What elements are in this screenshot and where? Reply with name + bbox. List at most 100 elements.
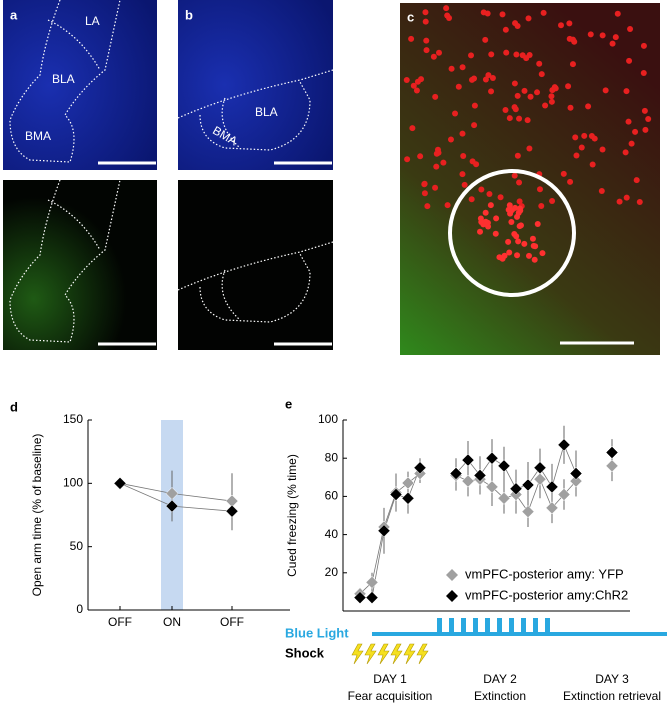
cell bbox=[488, 88, 495, 95]
cell bbox=[421, 181, 428, 188]
marker bbox=[485, 480, 499, 494]
cell bbox=[506, 202, 513, 209]
cell bbox=[578, 144, 585, 151]
cell bbox=[421, 190, 428, 197]
outline bbox=[9, 179, 121, 343]
cell bbox=[444, 202, 451, 209]
cell bbox=[523, 55, 530, 62]
cell bbox=[499, 11, 506, 18]
cell bbox=[423, 47, 430, 54]
cell bbox=[527, 93, 534, 100]
light-pulse bbox=[545, 618, 550, 634]
cell bbox=[531, 256, 538, 263]
cell bbox=[496, 254, 503, 261]
x-tick-label: ON bbox=[163, 615, 181, 629]
cell bbox=[404, 156, 411, 163]
cell bbox=[612, 34, 619, 41]
marker bbox=[473, 469, 487, 482]
panel-label: c bbox=[407, 9, 414, 24]
light-pulse bbox=[509, 618, 514, 634]
cell bbox=[538, 71, 545, 78]
cell bbox=[609, 40, 616, 47]
marker bbox=[165, 487, 179, 500]
cell bbox=[573, 152, 580, 159]
marker bbox=[389, 488, 403, 501]
cell bbox=[506, 115, 513, 122]
bolt bbox=[390, 643, 403, 665]
cell bbox=[432, 184, 439, 191]
cell bbox=[471, 75, 478, 82]
cell bbox=[502, 26, 509, 33]
cell bbox=[477, 228, 484, 235]
cell bbox=[469, 158, 476, 165]
cell bbox=[516, 198, 523, 205]
cell bbox=[599, 146, 606, 153]
cell bbox=[471, 122, 478, 129]
marker bbox=[113, 476, 127, 490]
cell bbox=[434, 146, 441, 153]
cell bbox=[532, 243, 539, 250]
x-tick-label: OFF bbox=[220, 615, 244, 629]
cell bbox=[482, 209, 489, 216]
cell bbox=[626, 57, 633, 64]
cell bbox=[536, 60, 543, 67]
light-pulse bbox=[437, 618, 442, 634]
cell bbox=[484, 10, 491, 17]
light-pulse bbox=[449, 618, 454, 634]
cell bbox=[536, 186, 543, 193]
image bbox=[178, 0, 333, 170]
day-caption: Extinction retrieval bbox=[563, 689, 661, 703]
y-axis-label: Cued freezing (% time) bbox=[285, 454, 299, 577]
cell bbox=[567, 178, 574, 185]
cell bbox=[548, 98, 555, 105]
cell bbox=[424, 203, 431, 210]
y-tick-label: 100 bbox=[63, 476, 83, 490]
y-tick-label: 20 bbox=[325, 565, 339, 579]
cell bbox=[566, 35, 573, 42]
light-pulse bbox=[533, 618, 538, 634]
cell bbox=[489, 75, 496, 82]
cell bbox=[514, 92, 521, 99]
marker bbox=[497, 491, 511, 505]
cell bbox=[443, 5, 450, 12]
cell bbox=[493, 215, 500, 222]
cell bbox=[408, 35, 415, 42]
cell bbox=[572, 134, 579, 141]
panel-label: a bbox=[10, 7, 18, 22]
y-tick-label: 60 bbox=[325, 489, 339, 503]
cell bbox=[567, 104, 574, 111]
marker bbox=[545, 501, 559, 515]
cell bbox=[468, 52, 475, 59]
outline bbox=[9, 0, 121, 163]
cell bbox=[516, 179, 523, 186]
cell bbox=[641, 107, 648, 114]
cell bbox=[487, 202, 494, 209]
y-tick-label: 100 bbox=[318, 412, 338, 426]
cell bbox=[508, 218, 515, 225]
region-label: BLA bbox=[255, 105, 278, 119]
cell bbox=[515, 209, 522, 216]
legend-label: vmPFC-posterior amy:ChR2 bbox=[465, 587, 628, 602]
cell bbox=[471, 102, 478, 109]
cell bbox=[497, 194, 504, 201]
cell bbox=[430, 53, 437, 60]
y-axis-label: Open arm time (% of baseline) bbox=[30, 434, 44, 597]
cell bbox=[484, 219, 491, 226]
day-label: DAY 2 bbox=[483, 672, 517, 686]
marker bbox=[461, 474, 475, 488]
panel-a: a LA BLA BMA bbox=[3, 0, 157, 350]
cell-dots bbox=[403, 5, 652, 263]
cell bbox=[409, 125, 416, 132]
cell bbox=[538, 202, 545, 209]
cell bbox=[516, 115, 523, 122]
cell bbox=[459, 130, 466, 137]
light-pulse bbox=[473, 618, 478, 634]
day-label: DAY 1 bbox=[373, 672, 407, 686]
cell bbox=[422, 9, 429, 16]
cell bbox=[410, 82, 417, 89]
cell bbox=[633, 177, 640, 184]
marker bbox=[521, 505, 535, 519]
cell bbox=[512, 20, 519, 27]
day-caption: Fear acquisition bbox=[348, 689, 433, 703]
